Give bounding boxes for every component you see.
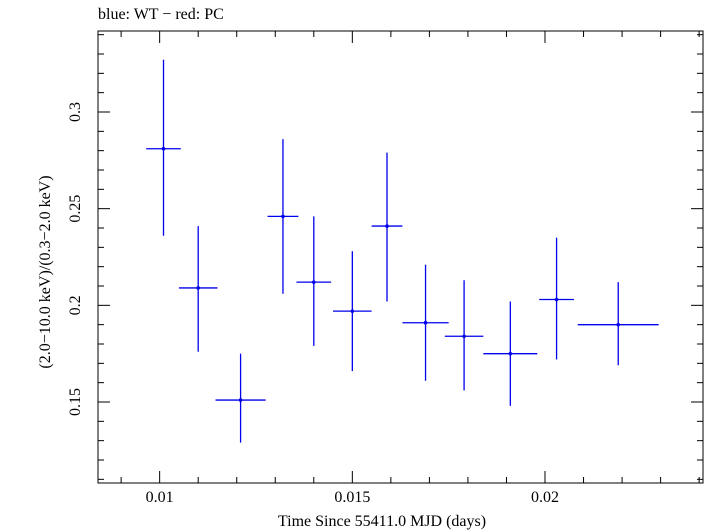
- plot-frame: [97, 30, 704, 484]
- data-point: [333, 251, 372, 372]
- data-marker: [423, 320, 428, 325]
- data-point: [577, 282, 659, 366]
- data-point: [215, 353, 266, 443]
- data-marker: [385, 224, 389, 228]
- y-axis-label: (2.0−10.0 keV)/(0.3−2.0 keV): [37, 175, 54, 368]
- y-tick-label: 0.2: [67, 295, 84, 315]
- data-marker: [196, 286, 200, 290]
- data-point: [296, 216, 332, 346]
- data-point: [539, 237, 574, 360]
- axis-ticks: 0.01 0.015 0.02 0.15 0.2 0.25 0.3: [67, 31, 703, 506]
- data-marker: [462, 334, 466, 339]
- data-point: [483, 301, 538, 406]
- x-tick-label: 0.015: [334, 489, 370, 506]
- x-axis-label: Time Since 55411.0 MJD (days): [278, 513, 486, 530]
- chart-title: blue: WT − red: PC: [98, 6, 224, 23]
- data-point: [146, 59, 181, 236]
- data-marker: [554, 297, 559, 302]
- y-tick-label: 0.25: [67, 195, 84, 223]
- data-point: [402, 264, 449, 381]
- data-marker: [281, 214, 285, 219]
- data-marker: [508, 351, 513, 356]
- data-marker: [616, 322, 621, 327]
- data-marker: [311, 280, 316, 284]
- data-point: [267, 139, 299, 294]
- data-marker: [238, 398, 243, 402]
- data-points: [146, 59, 659, 443]
- x-tick-label: 0.02: [531, 489, 559, 506]
- data-marker: [161, 146, 166, 151]
- data-marker: [350, 309, 355, 313]
- y-tick-label: 0.3: [67, 102, 84, 122]
- data-point: [178, 226, 218, 352]
- y-tick-label: 0.15: [67, 388, 84, 416]
- x-tick-label: 0.01: [146, 489, 174, 506]
- data-point: [444, 280, 484, 391]
- data-point: [371, 152, 403, 302]
